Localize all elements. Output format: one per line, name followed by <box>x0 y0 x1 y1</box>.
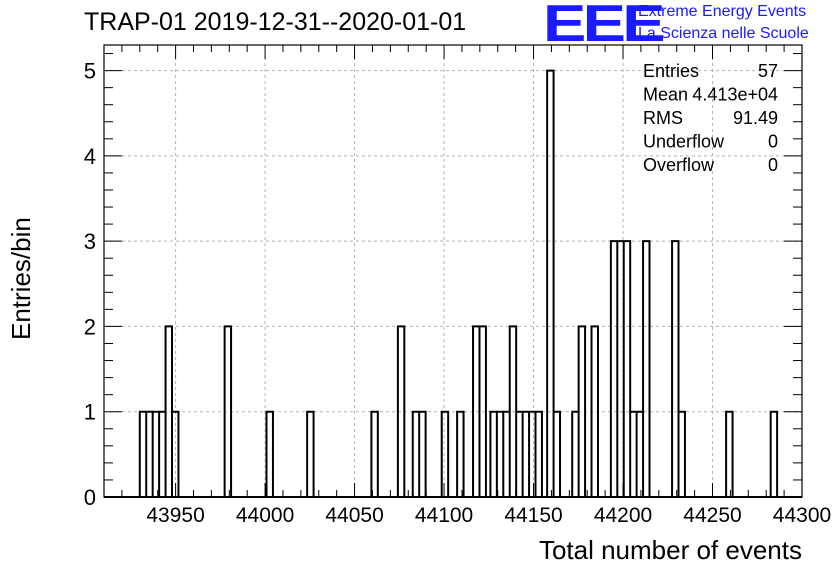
stat-label: Underflow <box>643 132 725 152</box>
stats-box: Entries 57 Mean 4.413e+04 RMS 91.49 Underflow 0… <box>643 61 778 175</box>
x-tick-label: 44250 <box>683 504 741 527</box>
x-tick-label: 44000 <box>236 504 294 527</box>
stat-label: Mean <box>643 85 688 105</box>
stat-label: Entries <box>643 61 699 81</box>
x-tick-label: 44100 <box>415 504 473 527</box>
stat-label: Overflow <box>643 155 715 175</box>
y-tick-label: 5 <box>84 59 96 84</box>
logo-line-1: Extreme Energy Events <box>638 3 807 20</box>
y-tick-label: 1 <box>84 400 96 425</box>
eee-logo: EEE <box>543 0 666 53</box>
x-tick-label: 44150 <box>504 504 562 527</box>
x-tick-label: 44050 <box>325 504 383 527</box>
grid <box>104 45 802 497</box>
stat-value: 91.49 <box>733 108 778 128</box>
y-tick-label: 3 <box>84 229 96 254</box>
histogram-outline <box>104 69 802 498</box>
y-tick-label: 4 <box>84 144 96 169</box>
y-tick-label: 0 <box>84 485 96 510</box>
chart-title: TRAP-01 2019-12-31--2020-01-01 <box>84 8 467 36</box>
stat-label: RMS <box>643 108 683 128</box>
x-tick-label: 43950 <box>146 504 204 527</box>
x-tick-label: 44300 <box>773 504 831 527</box>
stat-value: 0 <box>768 132 778 152</box>
x-axis-label: Total number of events <box>538 535 802 565</box>
y-tick-label: 2 <box>84 314 96 339</box>
stat-value: 0 <box>768 155 778 175</box>
plot-frame <box>103 44 803 498</box>
stat-value: 57 <box>758 61 778 81</box>
axes: 43950 44000 44050 44100 44150 44200 44250 44300… <box>84 44 831 527</box>
stat-value: 4.413e+04 <box>692 85 778 105</box>
logo-line-2: La Scienza nelle Scuole <box>638 25 809 42</box>
x-tick-label: 44200 <box>594 504 652 527</box>
